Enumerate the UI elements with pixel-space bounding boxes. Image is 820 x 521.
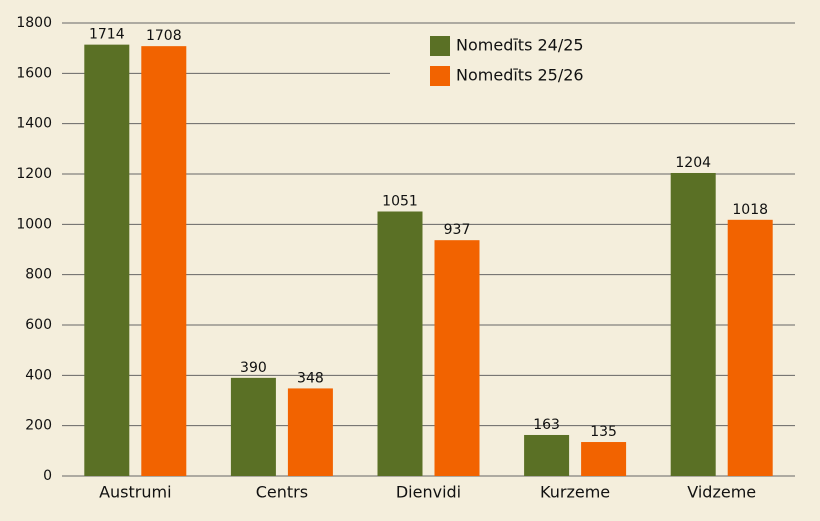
y-tick-label: 1400 [16,116,52,132]
bar [230,377,276,476]
y-tick-label: 1000 [16,216,52,232]
value-label: 390 [240,360,267,376]
y-tick-label: 1600 [16,65,52,81]
value-label: 1051 [382,193,418,209]
y-tick-label: 0 [43,468,52,484]
bar [141,46,187,477]
legend-swatch [430,66,450,86]
bar [581,442,627,476]
y-tick-label: 600 [25,317,52,333]
x-tick-label: Kurzeme [540,483,610,502]
value-label: 163 [533,417,560,433]
y-tick-label: 1800 [16,15,52,31]
bar [524,434,570,476]
y-tick-label: 400 [25,367,52,383]
y-tick-label: 800 [25,267,52,283]
legend-background [390,30,795,100]
bar [377,211,423,476]
bar [434,240,480,476]
x-tick-label: Austrumi [99,483,171,502]
value-label: 1204 [675,155,711,171]
value-label: 1714 [89,27,125,43]
y-tick-label: 200 [25,418,52,434]
bar [727,219,773,476]
bar [287,388,333,476]
x-tick-label: Dienvidi [396,483,461,502]
legend-swatch [430,36,450,56]
value-label: 1708 [146,28,182,44]
value-label: 1018 [732,202,768,218]
value-label: 348 [297,370,324,386]
legend-label: Nomedīts 25/26 [456,66,584,85]
value-label: 135 [590,424,617,440]
bar [670,172,716,476]
x-tick-label: Centrs [256,483,308,502]
legend-label: Nomedīts 24/25 [456,36,584,55]
value-label: 937 [444,222,471,238]
bar [84,44,130,476]
x-tick-label: Vidzeme [687,483,756,502]
y-tick-label: 1200 [16,166,52,182]
